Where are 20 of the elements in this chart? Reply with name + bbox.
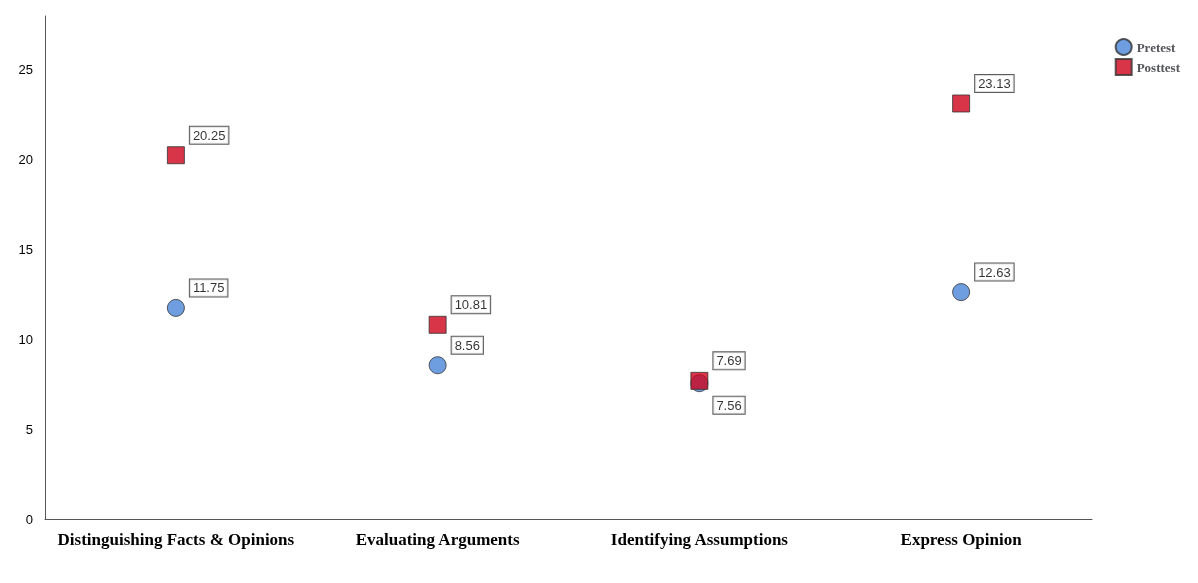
data-label: 7.56 [716, 397, 742, 413]
y-tick-label: 15 [18, 242, 33, 258]
data-label: 12.63 [978, 264, 1011, 280]
legend-label: Posttest [1136, 59, 1181, 75]
y-tick-label: 0 [25, 511, 33, 527]
data-label: 8.56 [454, 337, 480, 353]
data-label: 23.13 [978, 75, 1011, 91]
x-tick-label: Express Opinion [900, 529, 1023, 549]
data-label: 20.25 [192, 127, 226, 143]
y-tick-label: 10 [18, 331, 33, 347]
x-tick-label: Distinguishing Facts & Opinions [57, 529, 295, 549]
y-tick-label: 5 [25, 421, 33, 437]
data-label: 7.69 [716, 353, 742, 369]
data-label: 10.81 [454, 297, 488, 313]
y-tick-label: 25 [18, 62, 33, 78]
x-tick-label: Identifying Assumptions [610, 529, 789, 549]
x-tick-label: Evaluating Arguments [355, 529, 520, 549]
y-tick-label: 20 [18, 152, 33, 168]
data-label: 11.75 [192, 280, 225, 296]
legend-label: Pretest [1136, 39, 1177, 55]
